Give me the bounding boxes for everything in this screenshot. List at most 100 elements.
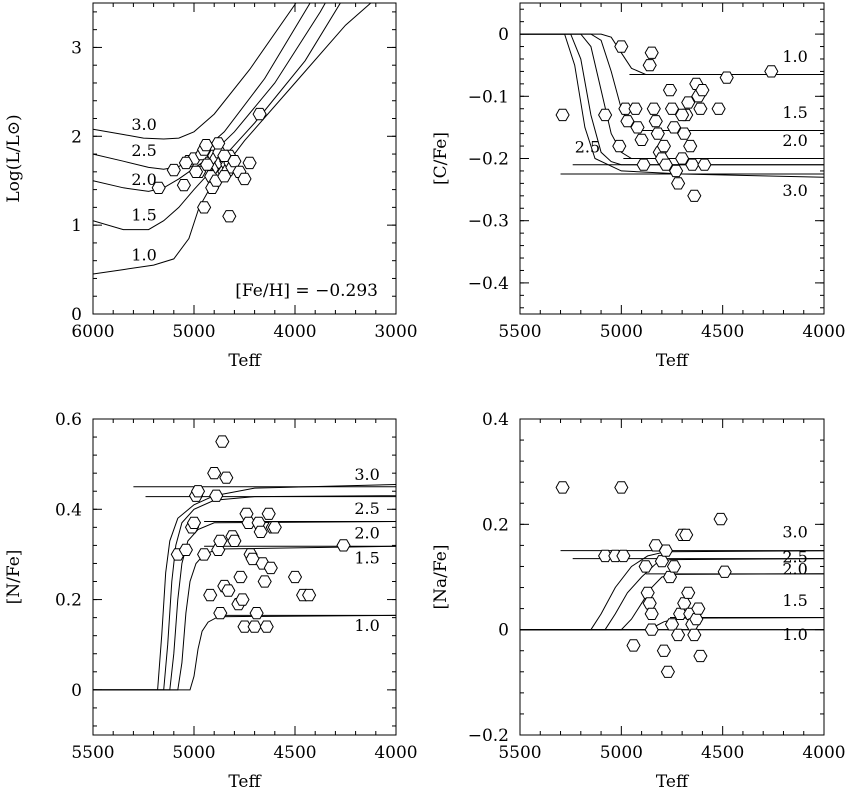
data-point [685,158,700,171]
data-point [671,628,686,642]
data-point [211,137,226,150]
data-point [620,115,635,128]
y-axis-label: [C/Fe] [431,132,451,185]
model-label-3-0: 3.0 [782,523,807,542]
y-tick-label: −0.1 [468,87,509,107]
data-point [642,597,657,610]
model-label-2-0: 2.0 [782,131,807,150]
data-point [267,521,282,534]
data-point [176,179,191,192]
x-tick-label: 5500 [498,322,541,342]
model-label-2-5: 2.5 [575,137,600,156]
data-point [190,485,206,498]
model-track-3-0 [520,33,824,178]
data-point [675,108,690,122]
data-point [235,593,250,606]
data-point [648,115,663,128]
x-tick-label: 5000 [600,743,643,763]
y-tick-label: 0 [498,25,509,45]
data-point [197,548,212,561]
data-point [618,102,633,115]
model-label-2-5: 2.5 [782,547,807,566]
y-tick-label: 0.6 [55,410,82,430]
data-point [660,665,675,678]
model-label-3-0: 3.0 [354,465,379,484]
model-label-1-0: 1.0 [782,47,807,66]
x-axis-label: Teff [228,351,262,371]
x-tick-label: 5000 [172,322,215,342]
data-point [241,516,256,529]
data-point [671,177,686,190]
model-label-1-0: 1.0 [782,625,807,644]
data-point [681,96,696,109]
data-point [687,189,702,202]
panel-carbon: 5500 5000 4500 4000 −0.4 −0.3 −0.2 −0.1 0 Teff [C/… [431,2,846,371]
x-tick-label: 5500 [498,743,541,763]
data-point [203,588,218,602]
y-tick-label: −0.4 [468,274,509,294]
x-tick-label: 5000 [600,322,643,342]
model-track-3-0 [93,3,297,140]
data-point [219,471,234,484]
plot-area [93,3,372,275]
model-track-1-0 [520,33,824,75]
y-tick-label: 0.4 [55,500,82,520]
axes-frame [519,418,825,736]
data-point [188,165,204,178]
data-point [664,618,680,631]
data-point [636,158,651,171]
data-point [245,552,260,566]
data-point [693,102,708,115]
data-point [666,121,682,134]
data-point [695,84,710,97]
model-track-2-0 [520,33,824,159]
data-point [675,152,690,165]
data-point [693,649,708,663]
data-point [644,46,659,59]
data-point [697,158,712,171]
plot-area [520,33,824,202]
model-label-2-5: 2.5 [131,141,156,160]
data-point [213,607,228,620]
data-point [646,102,661,115]
y-axis-label: [Na/Fe] [431,545,451,610]
x-tick-label: 5500 [71,743,114,763]
data-point [221,584,236,597]
model-label-1-5: 1.5 [782,103,807,122]
data-point [200,158,215,171]
data-point [227,534,242,547]
y-axis-label: Log(L/L⊙) [4,114,24,202]
data-point [263,561,278,575]
y-axis-label: [N/Fe] [4,550,24,605]
model-label-3-0: 3.0 [782,181,807,200]
data-point [628,102,643,115]
data-point [213,534,228,547]
y-tick-label: 0.4 [482,410,509,430]
x-tick-label: 6000 [71,322,114,342]
data-point [151,181,166,194]
x-tick-label: 4000 [802,743,845,763]
data-point [252,107,267,121]
data-point [242,156,257,170]
data-point [614,481,629,494]
x-axis-label: Teff [228,772,262,790]
data-point [656,644,671,657]
y-tick-label: −0.2 [468,726,509,746]
y-tick-label: 0.2 [482,515,509,535]
model-label-2-0: 2.0 [131,170,156,189]
data-point [616,549,631,563]
metallicity-annotation: [Fe/H] = −0.293 [235,281,378,301]
y-tick-label: 0.2 [55,591,82,611]
x-tick-label: 4500 [701,743,744,763]
data-point [215,435,230,448]
model-label-2-0: 2.0 [354,524,379,543]
data-point [634,133,649,146]
x-tick-label: 5000 [172,743,215,763]
data-point [207,467,222,480]
panel-nitrogen: 5500 5000 4500 4000 0 0.2 0.4 0.6 Teff [N/Fe] 1.0 1… [4,410,418,790]
data-point [677,127,692,140]
data-point [598,108,613,122]
data-point [689,613,704,626]
x-tick-label: 4000 [374,743,417,763]
